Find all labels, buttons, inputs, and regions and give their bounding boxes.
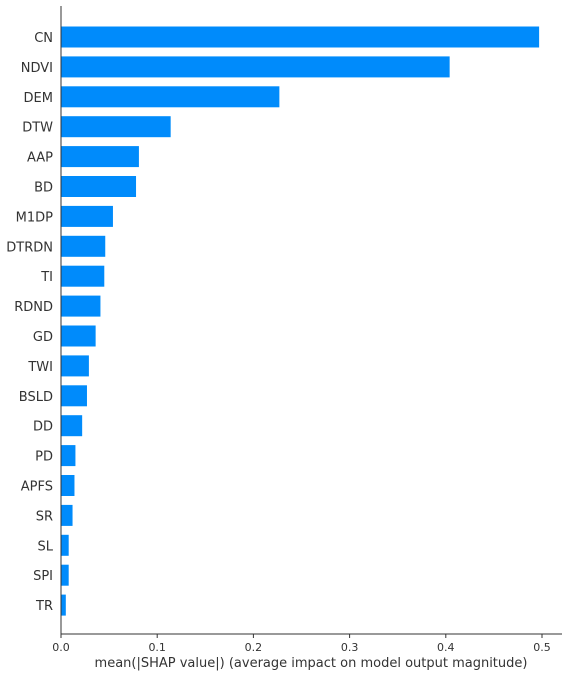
bar-twi [61,355,89,377]
category-label-sr: SR [36,509,53,524]
bar-dtw [61,116,171,138]
x-tick-label: 0.1 [148,641,166,654]
category-label-dtrdn: DTRDN [6,240,53,255]
category-label-cn: CN [34,31,53,46]
category-label-rdnd: RDND [14,300,53,315]
bar-spi [61,564,69,586]
category-label-twi: TWI [27,360,53,375]
bar-pd [61,445,76,467]
bar-tr [61,594,66,616]
category-label-bd: BD [34,181,53,196]
bar-sl [61,534,69,556]
category-label-bsld: BSLD [19,390,53,405]
bar-rdnd [61,295,101,317]
category-label-dtw: DTW [22,121,53,136]
category-labels-group: CN NDVI DEM DTW AAP BD M1DP DTRDN TI RDND GD TWI BSL… [6,31,53,614]
bars-group [61,26,540,616]
bar-ti [61,265,105,287]
x-axis-label: mean(|SHAP value|) (average impact on mo… [95,656,528,671]
category-label-ndvi: NDVI [21,61,53,76]
bar-dd [61,415,83,437]
category-label-sl: SL [38,539,54,554]
bar-sr [61,504,73,526]
category-label-dd: DD [33,420,53,435]
bar-apfs [61,475,75,496]
bar-gd [61,325,96,347]
bar-ndvi [61,56,450,78]
x-tick-label: 0.4 [437,641,455,654]
category-label-apfs: APFS [21,480,53,495]
bar-dem [61,86,280,108]
x-tick-label: 0.5 [533,641,551,654]
category-label-ti: TI [40,270,53,285]
category-label-pd: PD [35,450,53,465]
x-tick-label: 0.2 [245,641,263,654]
bar-dtrdn [61,235,106,257]
x-tick-label: 0.0 [52,641,70,654]
bar-aap [61,146,139,168]
category-label-dem: DEM [24,91,53,106]
category-label-aap: AAP [27,151,53,166]
x-tick-label: 0.3 [341,641,359,654]
bar-cn [61,26,540,48]
category-label-spi: SPI [33,569,53,584]
bar-m1dp [61,205,113,227]
bar-bsld [61,385,87,407]
bar-bd [61,176,137,197]
x-ticks-group: 0.0 0.1 0.2 0.3 0.4 0.5 [52,634,551,654]
category-label-tr: TR [35,599,53,614]
category-label-m1dp: M1DP [16,210,53,225]
category-label-gd: GD [33,330,53,345]
